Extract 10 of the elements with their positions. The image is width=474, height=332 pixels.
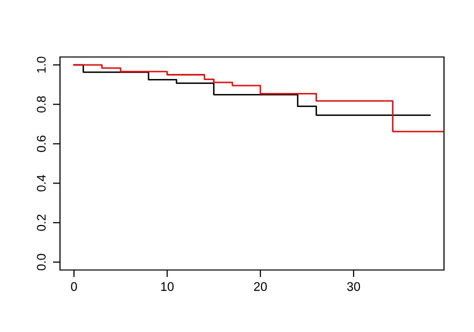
y-tick-label: 0.6 xyxy=(36,136,46,152)
x-tick-label: 30 xyxy=(347,282,360,291)
x-tick-label: 10 xyxy=(161,282,174,291)
y-tick-label: 0.8 xyxy=(36,96,46,113)
y-tick-label: 0.0 xyxy=(36,254,46,270)
y-tick-label: 0.2 xyxy=(36,214,46,231)
y-tick-label: 0.4 xyxy=(36,174,46,192)
x-tick-label: 20 xyxy=(254,282,267,291)
x-tick-label: 0 xyxy=(70,282,77,291)
y-tick-label: 1.0 xyxy=(36,56,46,73)
